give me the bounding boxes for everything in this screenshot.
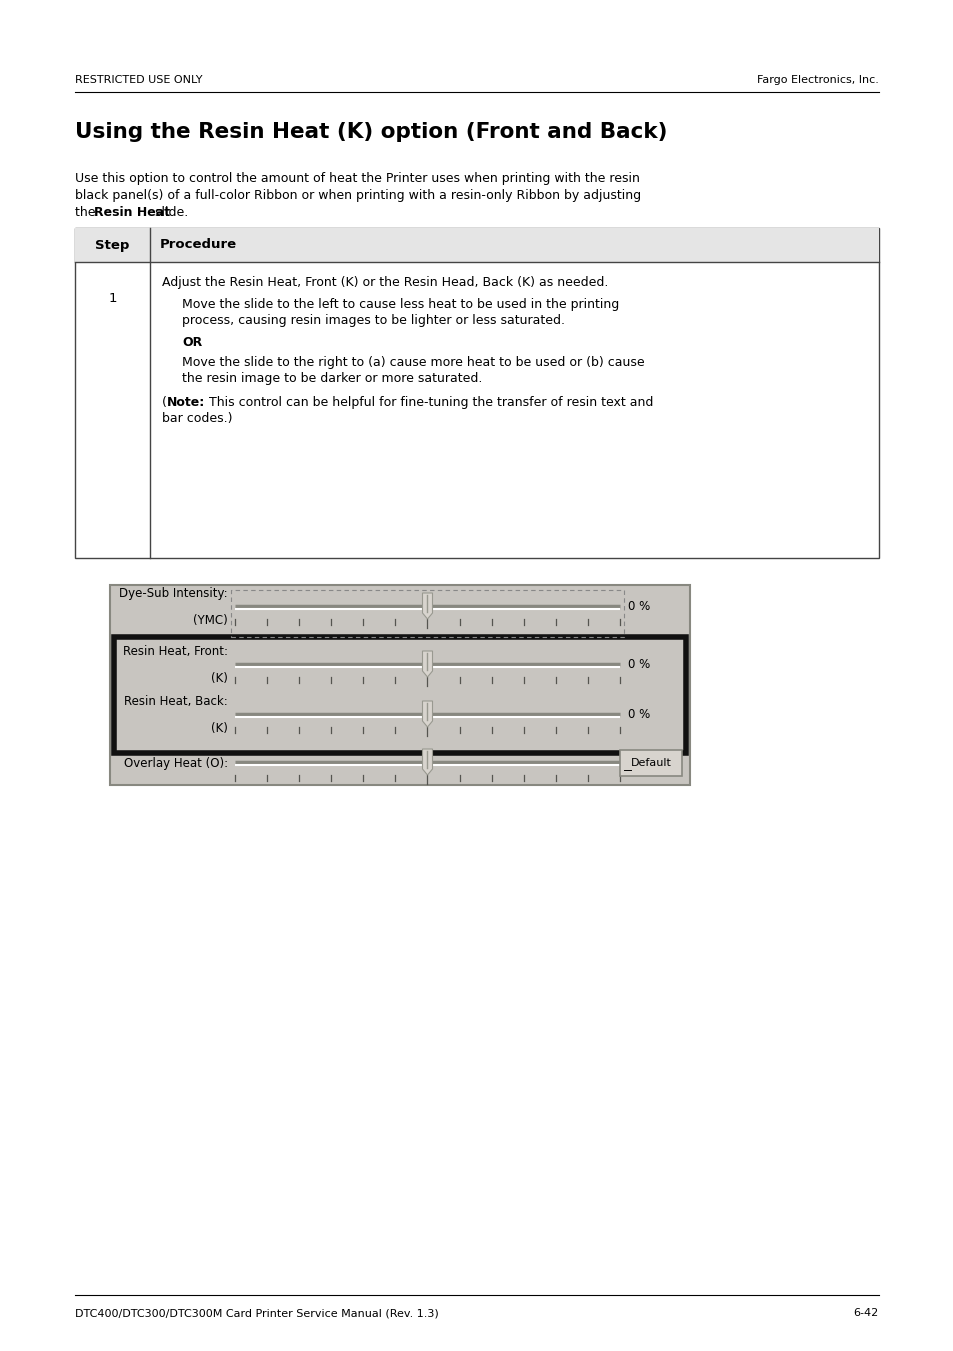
Text: the: the xyxy=(75,205,99,219)
Text: (K): (K) xyxy=(211,671,228,685)
Text: 0 %: 0 % xyxy=(627,600,650,613)
Bar xyxy=(75,228,878,262)
Text: Adjust the Resin Heat, Front (K) or the Resin Head, Back (K) as needed.: Adjust the Resin Heat, Front (K) or the … xyxy=(162,276,608,289)
Polygon shape xyxy=(422,593,432,619)
Text: Dye-Sub Intensity:: Dye-Sub Intensity: xyxy=(119,586,228,600)
Text: Using the Resin Heat (K) option (Front and Back): Using the Resin Heat (K) option (Front a… xyxy=(75,122,667,142)
Bar xyxy=(619,750,681,775)
Bar xyxy=(110,585,689,785)
Text: 0 %: 0 % xyxy=(627,757,650,770)
Text: This control can be helpful for fine-tuning the transfer of resin text and: This control can be helpful for fine-tun… xyxy=(201,396,653,409)
Text: Resin Heat, Front:: Resin Heat, Front: xyxy=(123,644,228,658)
Text: process, causing resin images to be lighter or less saturated.: process, causing resin images to be ligh… xyxy=(182,313,564,327)
Polygon shape xyxy=(422,701,432,727)
Text: Use this option to control the amount of heat the Printer uses when printing wit: Use this option to control the amount of… xyxy=(75,172,639,185)
Bar xyxy=(231,590,623,638)
Text: 6-42: 6-42 xyxy=(853,1308,878,1319)
Text: 0 %: 0 % xyxy=(627,708,650,721)
Polygon shape xyxy=(422,651,432,677)
Bar xyxy=(75,228,878,558)
Text: (: ( xyxy=(162,396,167,409)
Bar xyxy=(113,638,685,753)
Text: OR: OR xyxy=(182,336,202,349)
Text: RESTRICTED USE ONLY: RESTRICTED USE ONLY xyxy=(75,76,202,85)
Text: (K): (K) xyxy=(211,721,228,735)
Text: Resin Heat: Resin Heat xyxy=(94,205,170,219)
Text: slide.: slide. xyxy=(151,205,188,219)
Text: (YMC): (YMC) xyxy=(193,613,228,627)
Text: 0 %: 0 % xyxy=(627,658,650,671)
Text: 1: 1 xyxy=(108,292,116,305)
Text: DTC400/DTC300/DTC300M Card Printer Service Manual (Rev. 1.3): DTC400/DTC300/DTC300M Card Printer Servi… xyxy=(75,1308,438,1319)
Text: Procedure: Procedure xyxy=(160,239,237,251)
Text: Resin Heat, Back:: Resin Heat, Back: xyxy=(124,694,228,708)
Text: Move the slide to the left to cause less heat to be used in the printing: Move the slide to the left to cause less… xyxy=(182,299,618,311)
Text: the resin image to be darker or more saturated.: the resin image to be darker or more sat… xyxy=(182,372,482,385)
Text: Fargo Electronics, Inc.: Fargo Electronics, Inc. xyxy=(757,76,878,85)
Text: Note:: Note: xyxy=(167,396,205,409)
Text: black panel(s) of a full-color Ribbon or when printing with a resin-only Ribbon : black panel(s) of a full-color Ribbon or… xyxy=(75,189,640,203)
Text: Step: Step xyxy=(95,239,130,251)
Text: Default: Default xyxy=(630,758,671,767)
Text: Move the slide to the right to (a) cause more heat to be used or (b) cause: Move the slide to the right to (a) cause… xyxy=(182,357,644,369)
Text: Overlay Heat (O):: Overlay Heat (O): xyxy=(124,757,228,770)
Polygon shape xyxy=(422,748,432,775)
Text: bar codes.): bar codes.) xyxy=(162,412,233,426)
